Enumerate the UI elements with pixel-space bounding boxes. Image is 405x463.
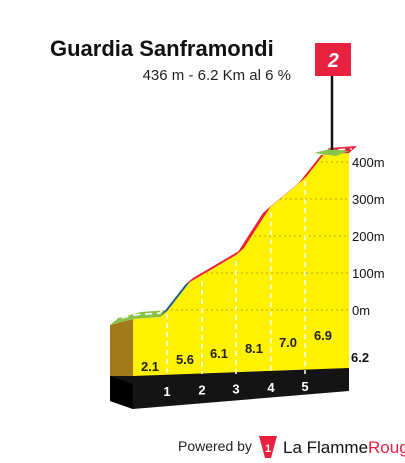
powered-by-text: Powered by [178, 438, 252, 454]
segment-gradient-label: 2.1 [141, 359, 159, 374]
chart-title: Guardia Sanframondi [50, 36, 274, 61]
road-segment [263, 177, 306, 213]
km-label: 1 [163, 384, 170, 399]
segment-gradient-label: 6.9 [314, 328, 332, 343]
chart-subtitle: 436 m - 6.2 Km al 6 % [143, 67, 291, 84]
category-badge-label: 2 [326, 50, 340, 72]
y-tick-label: 200m [352, 229, 385, 244]
km-label: 4 [267, 380, 275, 395]
y-tick-label: 0m [352, 303, 370, 318]
road-segment [236, 206, 271, 255]
profile-base-strip [110, 368, 349, 409]
profile-front-face [133, 153, 349, 384]
badge-flag [315, 43, 351, 76]
summit-cap [314, 149, 349, 156]
brand-part-2: Rouge [368, 438, 405, 457]
km-label: 2 [198, 383, 205, 398]
profile-side-wall [110, 319, 133, 384]
km-label: 5 [301, 379, 308, 394]
category-badge: 2 [315, 43, 351, 150]
road-segment [185, 248, 244, 285]
road-segment [110, 310, 168, 325]
y-tick-label: 100m [352, 266, 385, 281]
segment-gradient-label: 7.0 [279, 335, 297, 350]
brand-text: La FlammeRouge [283, 438, 405, 457]
y-tick-label: 300m [352, 192, 385, 207]
brand-part-1: La Flamme [283, 438, 368, 457]
km-label: 3 [232, 381, 239, 396]
end-km-label: 6.2 [351, 350, 369, 365]
segment-gradient-label: 8.1 [245, 341, 263, 356]
logo-digit: 1 [265, 443, 271, 455]
road-center-line [109, 148, 352, 322]
y-tick-label: 400m [352, 155, 385, 170]
flamme-rouge-logo-icon: 1 [259, 436, 277, 458]
footer: Powered by 1 La FlammeRouge [178, 436, 405, 458]
road-segment [160, 278, 193, 317]
segment-gradient-label: 5.6 [176, 352, 194, 367]
profile-base-side [110, 376, 133, 409]
segment-gradient-label: 6.1 [210, 346, 228, 361]
